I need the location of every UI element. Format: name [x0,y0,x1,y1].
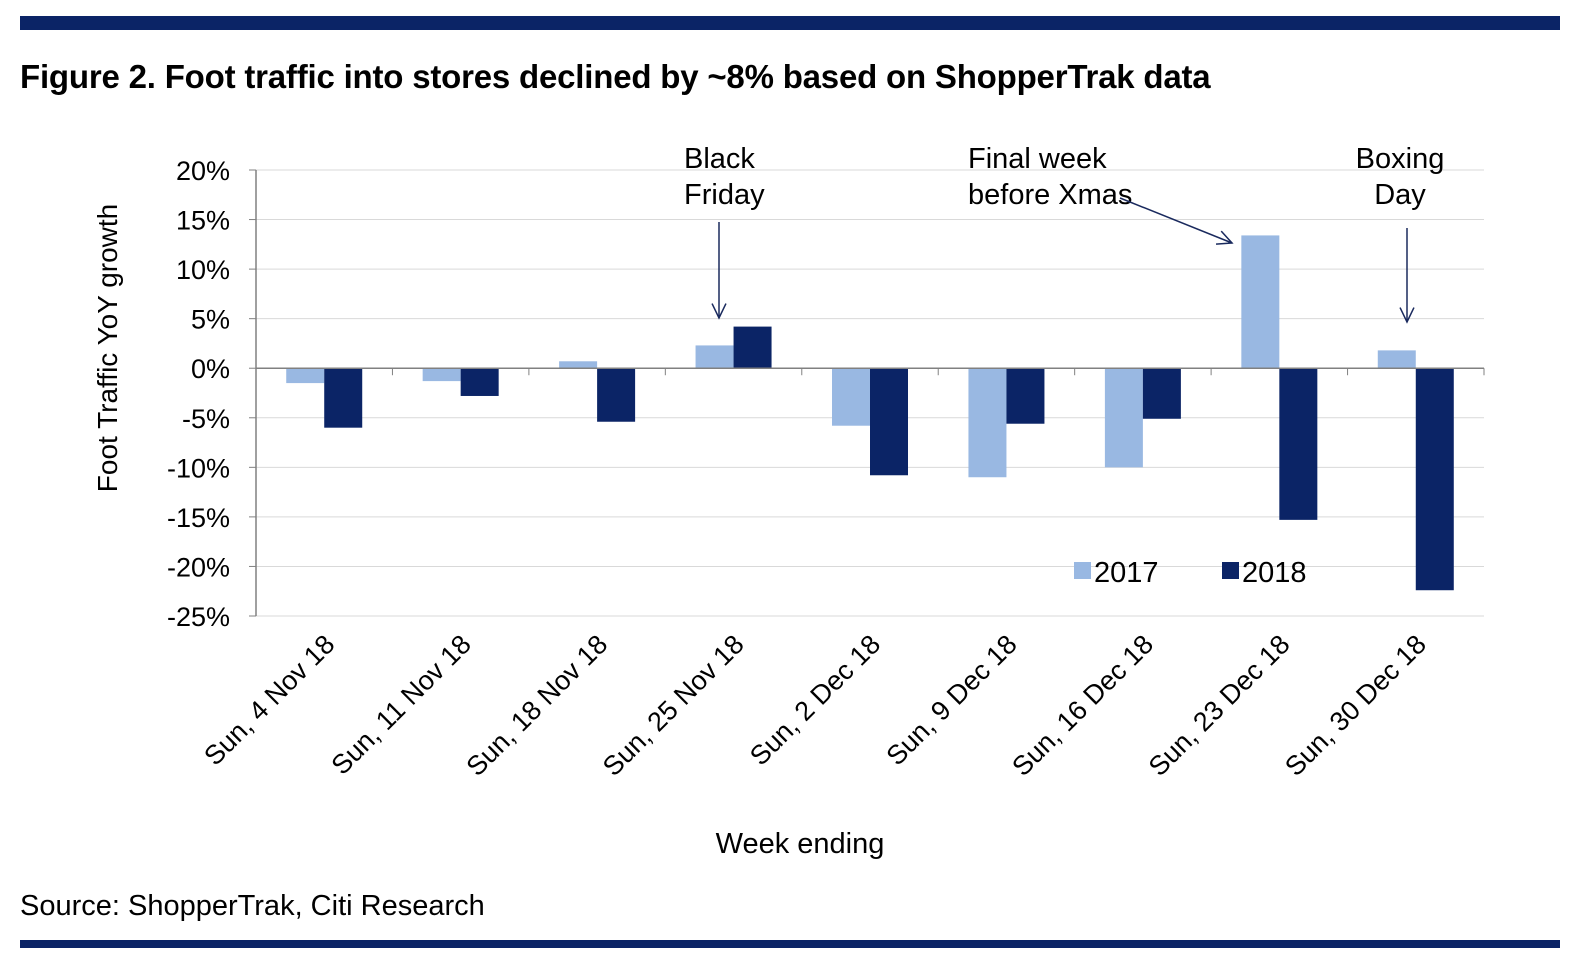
annotation-final-week-before-xmas-text: Final week [968,143,1107,175]
legend-swatch-2018 [1222,562,1239,579]
bar-2017 [559,361,598,369]
x-tick-label: Sun, 9 Dec 18 [880,629,1022,771]
x-tick-label: Sun, 2 Dec 18 [744,629,886,771]
x-tick-label: Sun, 11 Nov 18 [326,629,477,780]
annotation-black-friday-arrowhead [711,303,727,320]
annotations: Black Friday Final week before Xmas Boxing Da… [684,143,1445,324]
figure-title: Figure 2. Foot traffic into stores decli… [20,58,1211,95]
bar-2018 [733,326,772,369]
annotation-boxing-day-text: Boxing [1356,143,1445,175]
x-tick-label: Sun, 4 Nov 18 [198,629,340,771]
x-tick-label: Sun, 30 Dec 18 [1279,629,1432,782]
source-note: Source: ShopperTrak, Citi Research [20,890,485,922]
bar-2018 [870,368,908,476]
axes [255,170,1485,616]
bars [286,235,1454,591]
annotation-boxing-day-arrowhead [1399,307,1415,324]
annotation-black-friday-text: Friday [684,179,765,211]
annotation-final-week-before-xmas-arrowhead [1215,230,1234,245]
bar-2018 [324,368,363,428]
annotation-black-friday-text: Black [684,143,755,175]
bar-2018 [1006,368,1045,424]
bar-2017 [1377,350,1416,369]
bar-2018 [1142,368,1181,419]
y-tick-label: -20% [167,552,230,582]
annotation-boxing-day-text: Day [1374,179,1426,211]
y-axis-label: Foot Traffic YoY growth [92,204,123,492]
bar-2018 [1279,368,1318,520]
top-rule [20,16,1560,30]
x-tick-label: Sun, 25 Nov 18 [597,629,750,782]
y-tick-label: -5% [182,404,230,434]
x-tick-label: Sun, 23 Dec 18 [1143,629,1296,782]
y-tick-label: -10% [167,453,230,483]
annotation-final-week-before-xmas-text: before Xmas [968,179,1132,211]
y-tick-label: 20% [176,156,230,186]
y-tick-label: 0% [191,354,230,384]
bar-2018 [1415,368,1454,591]
bar-2017 [695,345,734,369]
bar-2017 [286,368,325,384]
x-tick-label: Sun, 16 Dec 18 [1006,629,1159,782]
annotation-final-week-before-xmas-arrow [1119,197,1233,244]
bottom-rule [20,940,1560,948]
y-tick-label: 5% [191,305,230,335]
x-axis-label: Week ending [716,828,885,860]
legend-swatch-2017 [1074,562,1091,579]
y-tick-label: 10% [176,255,230,285]
bar-2018 [460,368,499,396]
legend-label-2018: 2018 [1242,557,1307,589]
y-tick-label: -25% [167,602,230,632]
bar-2017 [1241,235,1280,369]
bar-2017 [422,368,461,382]
legend: 2017 2018 [1074,557,1307,589]
bar-2017 [968,368,1007,478]
bar-2018 [597,368,636,422]
legend-label-2017: 2017 [1094,557,1159,589]
y-tick-labels: 20% 15% 10% 5% 0% -5% -10% -15% -20% -25% [167,156,230,632]
y-tick-label: 15% [176,206,230,236]
x-tick-label: Sun, 18 Nov 18 [461,629,614,782]
bar-2017 [1104,368,1143,468]
y-tick-label: -15% [167,503,230,533]
bar-2017 [832,368,870,426]
